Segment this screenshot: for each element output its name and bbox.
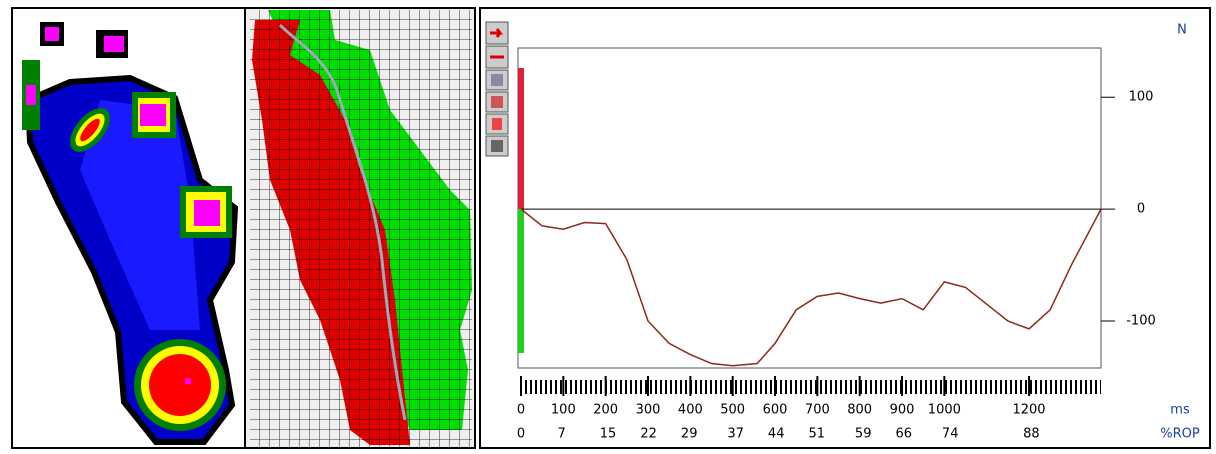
pressure-map [12,8,245,448]
x-tick-label: 900 [890,403,915,418]
x2-tick-label: 0 [517,427,525,442]
screen: N ms %ROP 1000-1000100200300400500600700… [0,0,1216,450]
x2-tick-label: 15 [600,427,617,442]
x-tick-label: 1200 [1012,403,1045,418]
contact-map [245,8,475,448]
x-tick-label: 1000 [928,403,961,418]
page: {"chart_data": {"type": "line", "x": [0,… [0,0,1216,454]
x2-tick-label: 37 [727,427,744,442]
x-tick-label: 800 [847,403,872,418]
x-tick-label: 700 [805,403,830,418]
y-axis-label: N [1177,23,1187,38]
y-tick-label: -100 [1126,314,1156,329]
x-tick-label: 200 [593,403,618,418]
x2-tick-label: 29 [681,427,698,442]
x2-tick-label: 51 [809,427,826,442]
x-tick-label: 300 [636,403,661,418]
toolbar [486,22,508,156]
x-tick-label: 100 [551,403,576,418]
x2-tick-label: 22 [640,427,657,442]
y-tick-label: 0 [1137,202,1145,217]
x-axis-label: ms [1170,403,1190,418]
x2-tick-label: 59 [855,427,872,442]
y-tick-label: 100 [1129,90,1154,105]
x-tick-label: 600 [763,403,788,418]
x-tick-label: 500 [720,403,745,418]
x2-tick-label: 74 [942,427,959,442]
x2-tick-label: 88 [1023,427,1040,442]
x-tick-label: 400 [678,403,703,418]
plot-area [518,48,1101,368]
x2-axis-label: %ROP [1160,427,1200,442]
x-tick-label: 0 [517,403,525,418]
x2-tick-label: 44 [768,427,785,442]
x2-tick-label: 7 [557,427,565,442]
force-bar-positive [518,68,524,209]
x2-tick-label: 66 [896,427,913,442]
force-bar-negative [518,209,524,353]
